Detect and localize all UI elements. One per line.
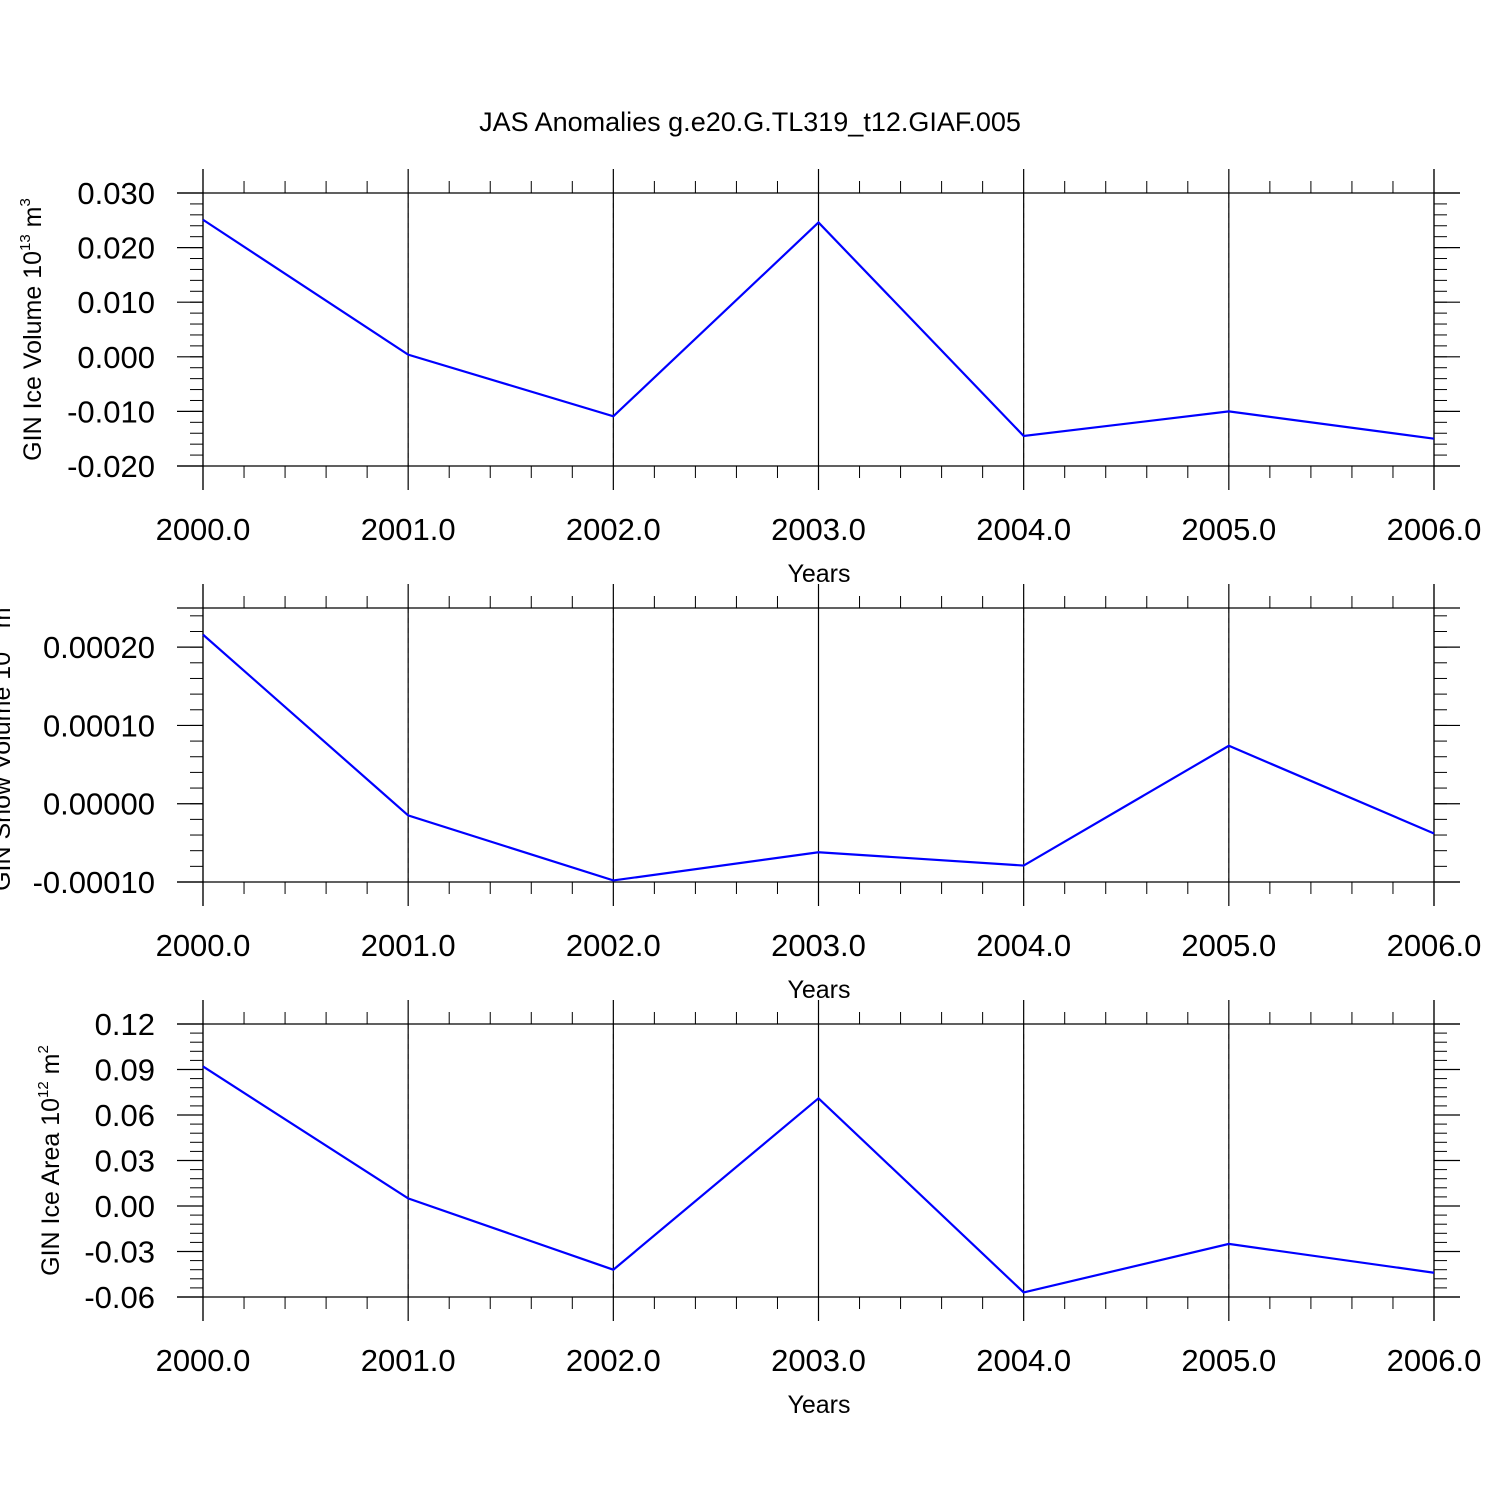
y-tick-label: 0.010 [77,285,155,320]
panel-3: 2000.0 2001.0 2002.0 2003.0 2004.0 2005.0 2006… [35,1000,1481,1419]
x-tick-label: 2000.0 [156,1343,251,1378]
x-tick-label: 2002.0 [566,512,661,547]
y-axis-label: GIN Ice Volume 1013 m3 [17,198,47,461]
x-tick-label: 2000.0 [156,928,251,963]
x-tick-label: 2001.0 [361,928,456,963]
y-tick-label: 0.00 [95,1189,155,1224]
x-axis-label: Years [787,1391,850,1419]
y-tick-label: 0.12 [95,1007,155,1042]
y-tick-label: -0.00010 [33,865,155,900]
x-axis-label: Years [787,560,850,588]
x-tick-label: 2005.0 [1181,1343,1276,1378]
x-tick-label: 2003.0 [771,928,866,963]
x-axis-label: Years [787,976,850,1004]
x-tick-label: 2006.0 [1387,512,1482,547]
x-tick-label: 2002.0 [566,928,661,963]
panel-1: 2000.0 2001.0 2002.0 2003.0 2004.0 2005.0 2006… [17,169,1481,588]
y-tick-label: -0.010 [67,394,155,429]
y-tick-label: 0.030 [77,176,155,211]
x-tick-label: 2005.0 [1181,928,1276,963]
y-tick-label: 0.00000 [43,787,155,822]
y-tick-label: -0.06 [84,1280,155,1315]
x-tick-label: 2004.0 [976,1343,1071,1378]
x-tick-label: 2003.0 [771,512,866,547]
x-tick-label: 2000.0 [156,512,251,547]
y-tick-label: 0.09 [95,1053,155,1088]
y-axis-label: GIN Ice Area 1012 m2 [35,1045,65,1276]
y-tick-label: 0.00020 [43,630,155,665]
y-tick-label: 0.000 [77,340,155,375]
panel-2: 2000.0 2001.0 2002.0 2003.0 2004.0 2005.0 2006… [0,584,1481,1004]
x-tick-label: 2004.0 [976,512,1071,547]
figure-title: JAS Anomalies g.e20.G.TL319_t12.GIAF.005 [479,107,1021,137]
x-tick-label: 2001.0 [361,512,456,547]
x-tick-label: 2004.0 [976,928,1071,963]
y-tick-label: 0.06 [95,1098,155,1133]
y-tick-label: 0.03 [95,1144,155,1179]
y-tick-label: 0.00010 [43,708,155,743]
y-tick-label: -0.03 [84,1235,155,1270]
y-axis-label: GIN Snow Volume 1013 m3 [0,599,16,891]
x-tick-label: 2006.0 [1387,1343,1482,1378]
x-tick-label: 2002.0 [566,1343,661,1378]
x-tick-label: 2001.0 [361,1343,456,1378]
x-tick-label: 2006.0 [1387,928,1482,963]
y-tick-label: 0.020 [77,231,155,266]
x-tick-label: 2005.0 [1181,512,1276,547]
y-tick-label: -0.020 [67,449,155,484]
x-tick-label: 2003.0 [771,1343,866,1378]
